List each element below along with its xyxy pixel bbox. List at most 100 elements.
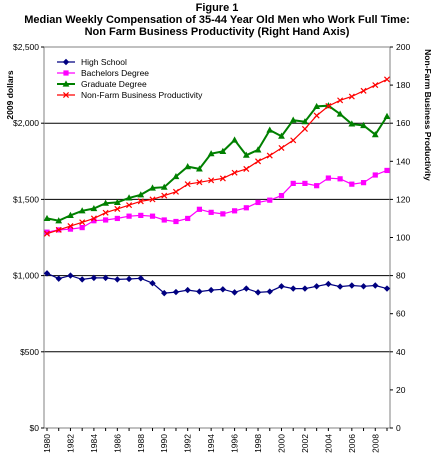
legend-label: Bachelors Degree: [81, 68, 149, 78]
x-tick-label: 1982: [65, 434, 75, 453]
gridlines: [44, 122, 390, 353]
data-point: [231, 289, 238, 296]
data-point: [149, 280, 156, 287]
right-tick-label: 120: [396, 194, 410, 204]
x-tick-label: 1984: [89, 434, 99, 453]
data-point: [254, 289, 262, 296]
data-point: [360, 121, 367, 129]
data-point: [125, 275, 133, 283]
data-point: [313, 283, 320, 290]
data-point: [172, 188, 179, 195]
data-point: [67, 223, 74, 230]
data-point: [138, 212, 144, 219]
data-point: [220, 211, 226, 217]
left-axis-label: 2009 dollars: [5, 70, 15, 119]
data-point: [149, 196, 156, 203]
data-point: [231, 136, 238, 143]
right-tick-label: 100: [396, 233, 410, 243]
data-point: [90, 274, 98, 282]
x-tick-label: 1980: [42, 434, 52, 453]
chart-title-line-2: Median Weekly Compensation of 35-44 Year…: [24, 14, 410, 26]
data-point: [137, 191, 145, 198]
data-point: [43, 214, 51, 222]
data-point: [196, 288, 203, 295]
data-point: [266, 152, 273, 159]
data-point: [185, 215, 191, 222]
data-point: [372, 282, 379, 289]
data-point: [371, 131, 379, 138]
data-point: [255, 158, 262, 165]
legend-entry: High School: [57, 57, 127, 67]
data-point: [301, 118, 309, 125]
right-tick-label: 0: [396, 423, 401, 433]
x-tick-label: 1988: [136, 434, 146, 453]
data-point: [313, 112, 320, 119]
data-point: [360, 180, 367, 186]
data-point: [219, 286, 227, 293]
legend-label: Non-Farm Business Productivity: [81, 90, 203, 100]
data-point: [184, 163, 192, 170]
data-point: [336, 283, 344, 290]
data-point: [137, 198, 144, 205]
series-line: [46, 272, 388, 294]
data-point: [348, 120, 356, 127]
data-point: [266, 288, 273, 295]
data-point: [149, 184, 156, 191]
data-point: [125, 194, 133, 201]
x-tick-label: 2002: [300, 434, 310, 453]
data-point: [208, 177, 215, 184]
series-graduate-degree: [43, 102, 391, 224]
data-point: [196, 206, 203, 212]
series-high-school: [43, 270, 391, 297]
data-point: [289, 116, 297, 123]
series-bachelors-degree: [44, 167, 390, 235]
data-point: [267, 197, 273, 203]
chart-title-line-3: Non Farm Business Productivity (Right Ha…: [85, 26, 350, 38]
data-point: [91, 218, 97, 224]
data-point: [114, 215, 120, 222]
left-tick-label: $1,500: [13, 194, 39, 204]
data-point: [360, 283, 367, 290]
x-tick-label: 2006: [347, 434, 357, 453]
x-tick-label: 2008: [370, 434, 380, 453]
data-point: [231, 208, 238, 214]
data-point: [173, 218, 179, 225]
series-non-farm-business-productivity: [43, 76, 391, 237]
data-point: [325, 103, 332, 110]
data-point: [278, 144, 285, 151]
right-tick-label: 60: [396, 309, 406, 319]
data-point: [161, 217, 167, 223]
left-tick-label: $500: [20, 347, 39, 357]
data-point: [126, 202, 133, 209]
data-point: [184, 181, 191, 188]
data-point: [78, 276, 86, 283]
data-point: [383, 76, 391, 83]
data-point: [290, 137, 297, 144]
data-point: [208, 209, 214, 215]
left-tick-label: $2,000: [13, 118, 39, 128]
data-point: [384, 167, 390, 174]
data-point: [242, 151, 250, 158]
data-point: [102, 199, 110, 206]
legend-swatch-marker: [62, 58, 70, 66]
data-point: [78, 207, 86, 214]
data-point: [196, 165, 203, 172]
data-point: [302, 180, 308, 186]
legend-label: Graduate Degree: [81, 79, 147, 89]
data-point: [219, 175, 226, 182]
x-tick-label: 2000: [276, 434, 286, 453]
data-point: [43, 230, 51, 237]
right-tick-label: 20: [396, 385, 406, 395]
chart-title-line-1: Figure 1: [196, 2, 239, 14]
data-point: [161, 289, 168, 297]
data-point: [90, 204, 98, 212]
legend-swatch-marker: [63, 70, 69, 76]
data-point: [348, 282, 356, 289]
left-tick-label: $1,000: [13, 271, 39, 281]
data-point: [243, 165, 250, 172]
data-point: [172, 288, 180, 296]
data-point: [266, 126, 274, 133]
data-point: [254, 146, 262, 153]
data-point: [102, 274, 109, 282]
